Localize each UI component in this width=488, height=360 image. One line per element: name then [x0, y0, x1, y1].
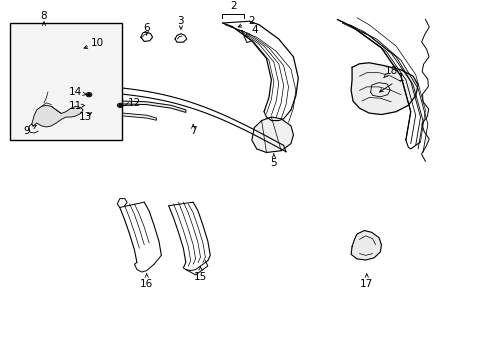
- Text: 12: 12: [127, 98, 141, 108]
- Text: 11: 11: [69, 102, 82, 111]
- Bar: [10, 23, 122, 140]
- Polygon shape: [32, 105, 83, 127]
- Text: 15: 15: [193, 272, 207, 282]
- Polygon shape: [350, 230, 381, 260]
- Text: 3: 3: [177, 16, 184, 26]
- Text: 4: 4: [250, 25, 257, 35]
- Polygon shape: [350, 63, 417, 114]
- Text: 8: 8: [41, 11, 47, 21]
- Text: 13: 13: [79, 112, 92, 122]
- Circle shape: [87, 94, 90, 96]
- Text: 2: 2: [230, 1, 237, 11]
- Text: 5: 5: [270, 158, 277, 168]
- Text: 2: 2: [248, 16, 255, 26]
- Polygon shape: [90, 112, 156, 120]
- Text: 10: 10: [91, 37, 104, 48]
- Text: 9: 9: [23, 126, 30, 136]
- Text: 7: 7: [189, 126, 196, 136]
- Circle shape: [119, 104, 122, 107]
- Polygon shape: [251, 117, 293, 153]
- Text: 14: 14: [69, 87, 82, 97]
- Text: 17: 17: [359, 279, 373, 289]
- Text: 1: 1: [397, 73, 404, 83]
- Text: 18: 18: [384, 66, 397, 76]
- Polygon shape: [85, 101, 185, 112]
- Text: 16: 16: [140, 279, 153, 289]
- Text: 6: 6: [143, 23, 150, 33]
